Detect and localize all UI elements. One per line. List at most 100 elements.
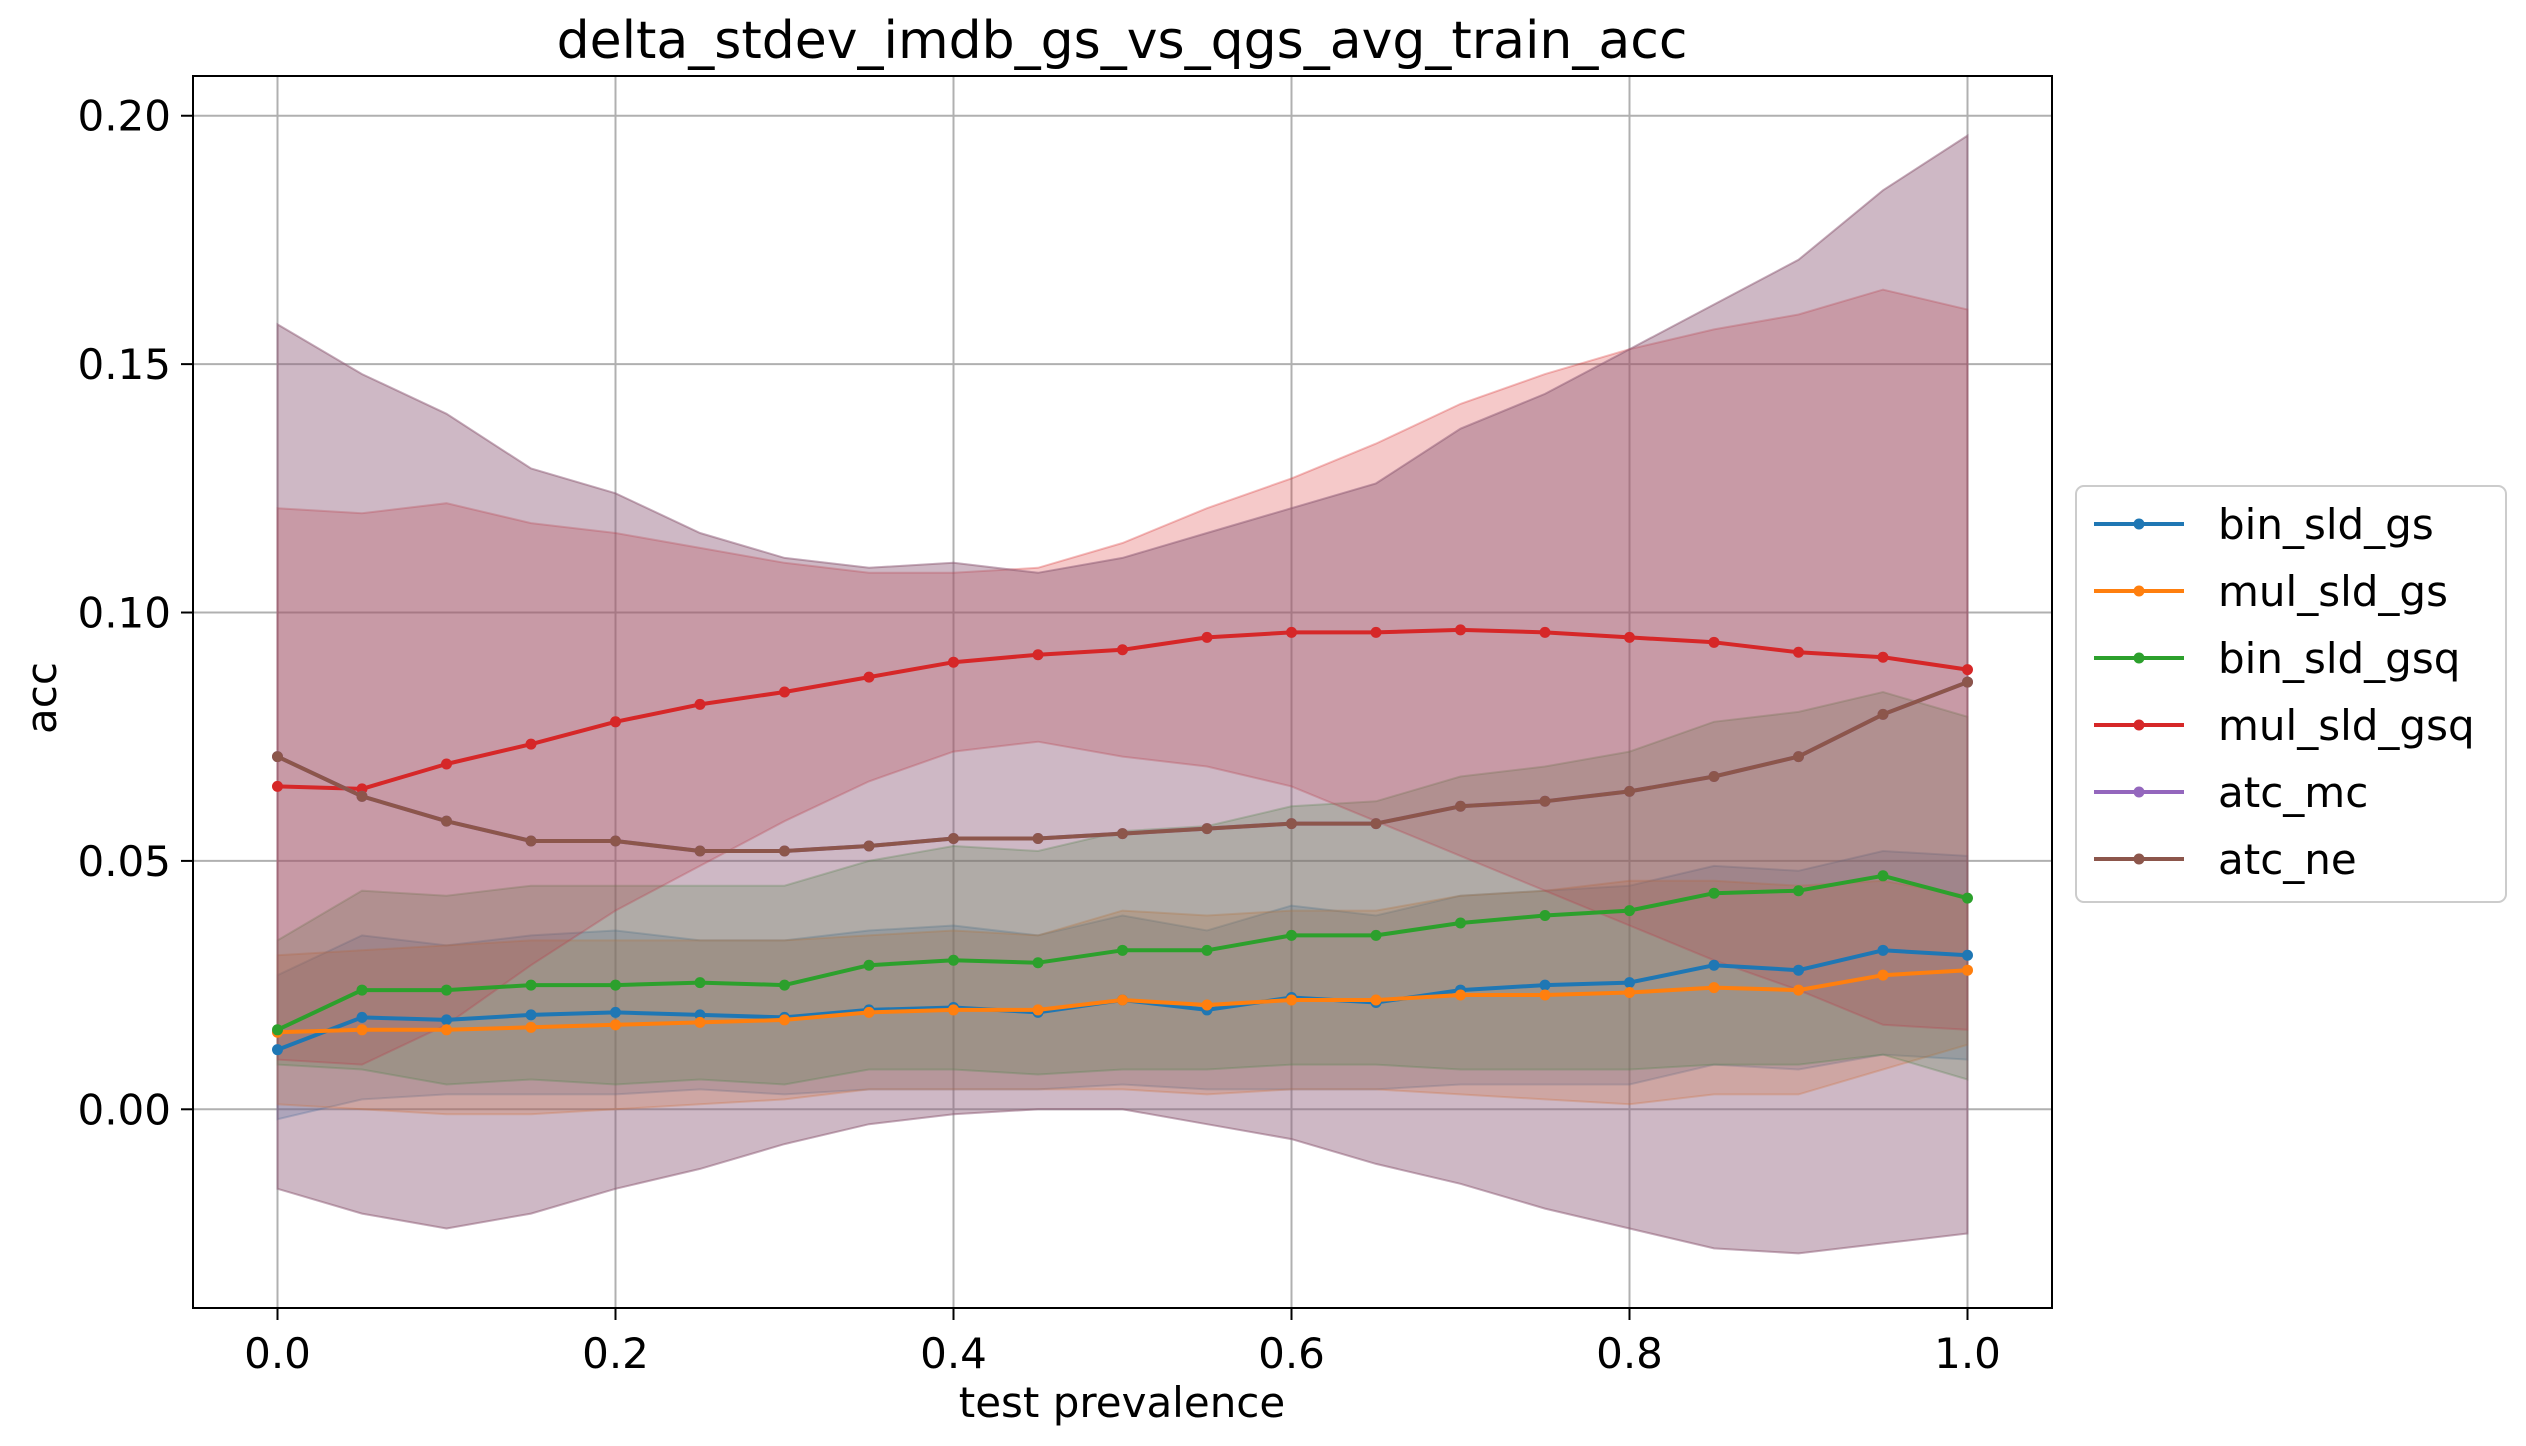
point-mul_sld_gs <box>441 1024 452 1036</box>
point-bin_sld_gs <box>441 1014 452 1026</box>
point-bin_sld_gsq <box>863 959 875 971</box>
point-mul_sld_gs <box>1962 964 1973 976</box>
legend-marker <box>2133 585 2145 597</box>
point-bin_sld_gsq <box>779 979 790 991</box>
point-bin_sld_gsq <box>1117 944 1128 956</box>
y-tick-label: 0.20 <box>77 92 171 141</box>
x-tick-label: 0.8 <box>1596 1329 1663 1378</box>
point-mul_sld_gsq <box>1455 624 1466 636</box>
point-mul_sld_gsq <box>1032 649 1044 661</box>
point-bin_sld_gsq <box>610 979 621 991</box>
legend-marker <box>2133 518 2145 530</box>
point-mul_sld_gsq <box>1201 631 1213 643</box>
point-bin_sld_gsq <box>441 984 452 996</box>
point-mul_sld_gs <box>1877 969 1889 981</box>
point-atc_ne <box>1032 833 1044 845</box>
point-atc_ne <box>1201 823 1213 835</box>
point-mul_sld_gs <box>1370 994 1382 1006</box>
point-bin_sld_gsq <box>1201 944 1213 956</box>
point-atc_ne <box>1793 751 1804 763</box>
legend-marker <box>2133 786 2145 798</box>
x-axis-label: test prevalence <box>959 1378 1286 1427</box>
point-mul_sld_gsq <box>1708 636 1720 648</box>
point-mul_sld_gs <box>525 1021 537 1033</box>
point-mul_sld_gs <box>356 1024 368 1036</box>
legend-marker <box>2133 652 2145 664</box>
point-mul_sld_gs <box>863 1006 875 1018</box>
point-mul_sld_gs <box>1455 989 1466 1001</box>
x-tick-label: 0.2 <box>582 1329 649 1378</box>
point-mul_sld_gs <box>1793 984 1804 996</box>
legend-label: mul_sld_gsq <box>2218 701 2475 750</box>
legend-label: atc_ne <box>2218 835 2357 884</box>
point-mul_sld_gsq <box>1877 651 1889 663</box>
point-mul_sld_gsq <box>1370 626 1382 638</box>
point-mul_sld_gs <box>1032 1004 1044 1016</box>
point-bin_sld_gsq <box>1286 929 1297 941</box>
point-atc_ne <box>1624 785 1635 797</box>
point-bin_sld_gs <box>610 1006 621 1018</box>
point-mul_sld_gs <box>1286 994 1297 1006</box>
point-bin_sld_gsq <box>694 977 706 989</box>
point-bin_sld_gs <box>1708 959 1720 971</box>
point-atc_ne <box>525 835 537 847</box>
point-bin_sld_gsq <box>1032 957 1044 969</box>
point-mul_sld_gs <box>694 1016 706 1028</box>
point-bin_sld_gsq <box>272 1024 283 1036</box>
point-atc_ne <box>1962 676 1973 688</box>
point-mul_sld_gs <box>948 1004 959 1016</box>
point-bin_sld_gs <box>1539 979 1551 991</box>
axis-ticks: 0.0 0.2 0.4 0.6 0.8 1.0 0.00 0.05 0.10 0.15 0.20 <box>77 92 2000 1378</box>
point-mul_sld_gs <box>779 1014 790 1026</box>
point-mul_sld_gs <box>610 1019 621 1031</box>
plot-frame <box>192 75 2053 1309</box>
point-mul_sld_gsq <box>441 758 452 770</box>
point-bin_sld_gs <box>1793 964 1804 976</box>
y-tick-label: 0.15 <box>77 340 171 389</box>
point-bin_sld_gs <box>272 1044 283 1056</box>
x-tick-label: 0.4 <box>920 1329 987 1378</box>
point-mul_sld_gs <box>1624 987 1635 999</box>
point-bin_sld_gs <box>356 1011 368 1023</box>
x-tick-label: 0.6 <box>1258 1329 1325 1378</box>
x-tick-label: 0.0 <box>244 1329 311 1378</box>
y-tick-label: 0.05 <box>77 837 171 886</box>
point-mul_sld_gsq <box>525 738 537 750</box>
point-bin_sld_gsq <box>525 979 537 991</box>
point-atc_ne <box>1877 708 1889 720</box>
point-mul_sld_gs <box>1708 982 1720 994</box>
y-tick-label: 0.00 <box>77 1085 171 1134</box>
point-bin_sld_gsq <box>1962 892 1973 904</box>
point-bin_sld_gsq <box>1539 910 1551 922</box>
point-atc_ne <box>863 840 875 852</box>
point-atc_ne <box>1539 795 1551 807</box>
point-atc_ne <box>694 845 706 857</box>
point-bin_sld_gsq <box>1708 887 1720 899</box>
point-mul_sld_gsq <box>1539 626 1551 638</box>
series-lines <box>272 624 1973 1056</box>
point-mul_sld_gs <box>1201 999 1213 1011</box>
legend-label: bin_sld_gs <box>2218 500 2434 549</box>
point-atc_ne <box>1708 770 1720 782</box>
point-bin_sld_gsq <box>1370 929 1382 941</box>
point-atc_ne <box>1117 828 1128 840</box>
point-mul_sld_gsq <box>863 671 875 683</box>
grid <box>193 76 2052 1308</box>
chart-title: delta_stdev_imdb_gs_vs_qgs_avg_train_acc <box>557 11 1688 71</box>
band-atc_mc <box>276 133 1969 1255</box>
y-axis-label: acc <box>17 662 66 734</box>
point-mul_sld_gsq <box>1117 644 1128 656</box>
point-bin_sld_gsq <box>948 954 959 966</box>
legend: bin_sld_gs mul_sld_gs bin_sld_gsq mul_sld_g… <box>2075 485 2507 903</box>
point-atc_ne <box>441 815 452 827</box>
point-mul_sld_gsq <box>1624 631 1635 643</box>
point-bin_sld_gsq <box>1877 870 1889 882</box>
point-bin_sld_gsq <box>1793 885 1804 897</box>
point-atc_ne <box>948 833 959 845</box>
point-bin_sld_gs <box>525 1009 537 1021</box>
point-bin_sld_gsq <box>356 984 368 996</box>
band-atc_ne <box>276 133 1969 1255</box>
legend-marker <box>2133 853 2145 865</box>
point-bin_sld_gsq <box>1624 905 1635 917</box>
x-tick-label: 1.0 <box>1934 1329 2001 1378</box>
